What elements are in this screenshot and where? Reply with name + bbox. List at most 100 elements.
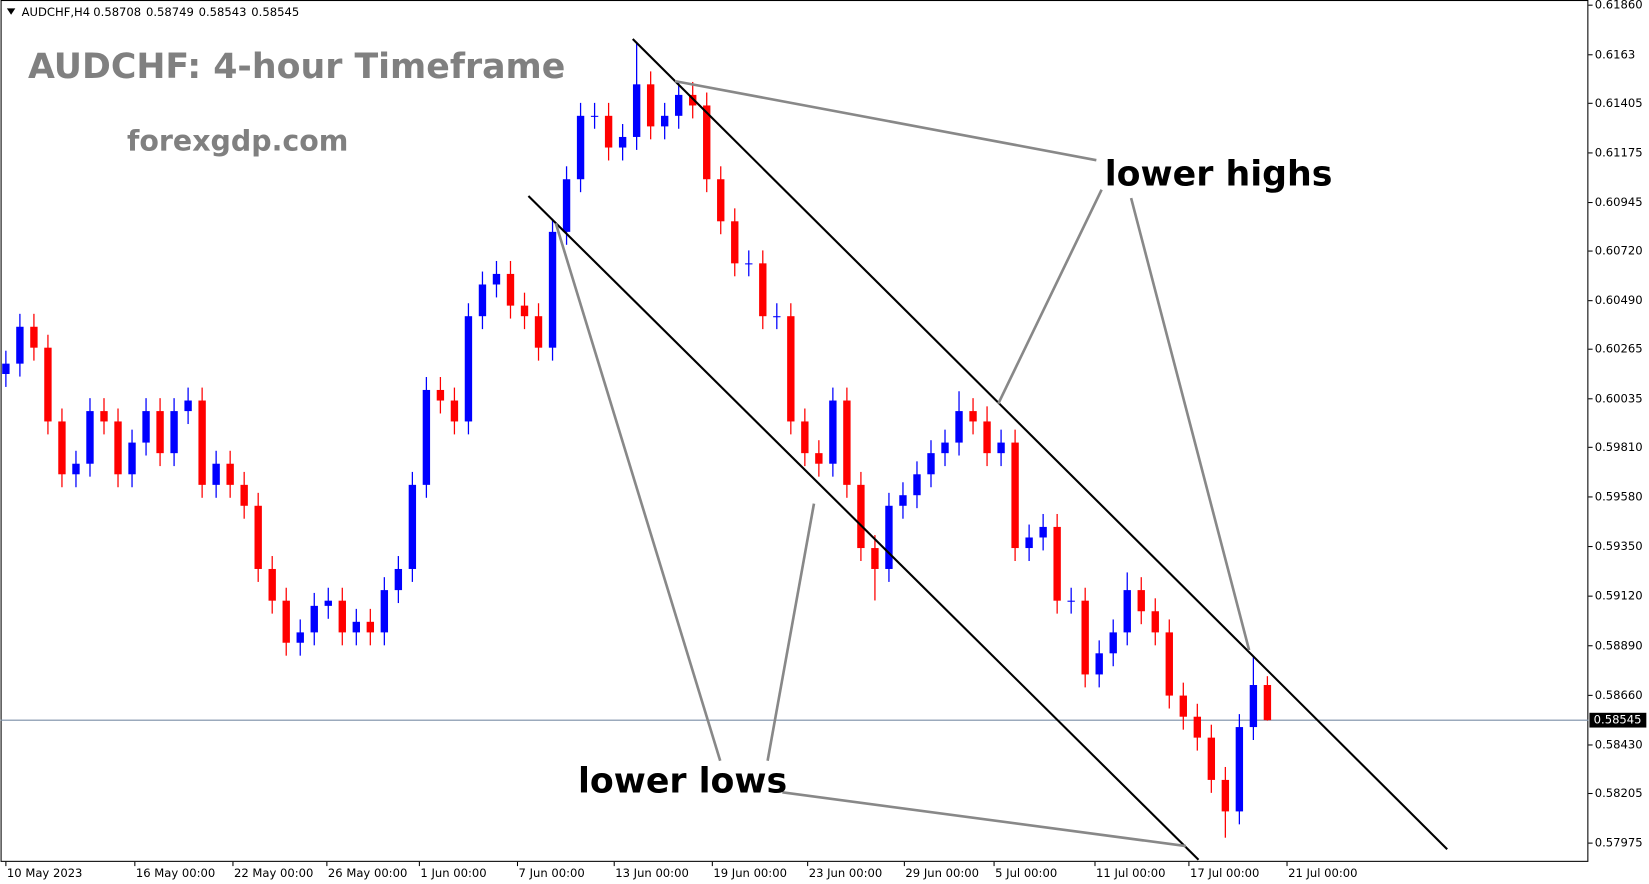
x-tick-label: 5 Jul 00:00	[995, 866, 1057, 880]
header-low: 0.58543	[199, 5, 247, 19]
candle-body	[843, 400, 851, 485]
y-tick-label: 0.60490	[1595, 293, 1643, 307]
candle-body	[1193, 716, 1202, 738]
x-tick-label: 22 May 00:00	[234, 866, 313, 880]
candle-body	[72, 463, 80, 475]
y-tick-label: 0.58660	[1595, 688, 1643, 702]
x-tick-label: 17 Jul 00:00	[1190, 866, 1259, 880]
candle-body	[1025, 537, 1033, 549]
candle-body	[927, 453, 935, 475]
pointer	[1129, 197, 1251, 651]
candle-body	[520, 305, 529, 317]
annotation: lower highs	[1105, 154, 1333, 194]
y-tick-label: 0.58430	[1595, 737, 1643, 751]
header-open: 0.58708	[93, 5, 141, 19]
candle-body	[254, 505, 262, 569]
y-tick-label: 0.59580	[1595, 489, 1643, 503]
candle-body	[1137, 590, 1145, 612]
y-tick-label: 0.61860	[1595, 0, 1643, 12]
candle-body	[30, 326, 38, 348]
candle-body	[745, 263, 753, 265]
candle-body	[759, 263, 767, 317]
x-tick-label: 23 Jun 00:00	[809, 866, 883, 880]
pointer	[766, 503, 816, 761]
annotation: lower lows	[578, 761, 787, 801]
candle-body	[142, 411, 150, 443]
candle-body	[128, 442, 136, 475]
y-tick-label: 0.60035	[1595, 391, 1643, 405]
candle-body	[198, 400, 206, 485]
candle-body	[450, 400, 459, 422]
candle-body	[941, 442, 949, 454]
candle-body	[1151, 611, 1159, 633]
candle-body	[1235, 727, 1244, 812]
candle-body	[478, 284, 487, 317]
candle-body	[969, 411, 977, 422]
x-tick-label: 10 May 2023	[7, 866, 83, 880]
x-tick-label: 21 Jul 00:00	[1288, 866, 1357, 880]
candle-body	[1081, 600, 1089, 675]
x-tick-label: 29 Jun 00:00	[905, 866, 979, 880]
candle-body	[226, 463, 234, 485]
y-tick-label: 0.59350	[1595, 539, 1643, 553]
header-close: 0.58545	[251, 5, 299, 19]
candle-body	[632, 84, 641, 137]
candle-body	[1221, 779, 1230, 812]
candle-body	[1067, 600, 1075, 602]
candle-body	[534, 316, 543, 348]
candle-body	[773, 316, 781, 318]
candle-body	[703, 105, 711, 180]
chart-subtitle: forexgdp.com	[127, 125, 348, 158]
candle-body	[100, 411, 108, 422]
candle-body	[1039, 526, 1047, 538]
candle-body	[366, 621, 375, 633]
candle-body	[436, 389, 445, 401]
x-tick-label: 1 Jun 00:00	[420, 866, 486, 880]
y-tick-label: 0.61405	[1595, 96, 1643, 110]
y-tick-label: 0.57975	[1595, 836, 1643, 850]
candle-body	[801, 421, 809, 454]
annotation-pointers	[554, 79, 1251, 848]
candle-body	[156, 411, 164, 454]
y-tick-label: 0.58205	[1595, 786, 1643, 800]
candle-body	[506, 273, 515, 306]
price-tag-label: 0.58545	[1594, 713, 1642, 727]
candle-body	[562, 179, 571, 232]
candle-body	[646, 84, 655, 127]
candle-body	[1263, 685, 1272, 721]
y-tick-label: 0.60945	[1595, 195, 1643, 209]
x-tick-label: 16 May 00:00	[136, 866, 215, 880]
candle-body	[464, 316, 473, 422]
price-tag	[1589, 712, 1647, 728]
candle-body	[296, 632, 304, 643]
candle-body	[380, 590, 389, 633]
candle-body	[114, 421, 122, 475]
candle-body	[58, 421, 66, 475]
candle-body	[408, 484, 417, 569]
channel-lower	[527, 195, 1200, 861]
y-tick-label: 0.59120	[1595, 589, 1643, 603]
y-tick-label: 0.60720	[1595, 244, 1643, 258]
candle-body	[324, 600, 332, 606]
plot-frame	[0, 0, 1589, 862]
candle-body	[590, 115, 599, 117]
candle-body	[184, 400, 192, 412]
candle-body	[787, 316, 795, 422]
chart-title: AUDCHF: 4-hour Timeframe	[28, 47, 565, 87]
y-tick-label: 0.61175	[1595, 145, 1643, 159]
candle-body	[2, 363, 10, 374]
candle-body	[240, 484, 248, 506]
candle-body	[492, 273, 501, 285]
candle-body	[899, 495, 907, 506]
candle-body	[815, 453, 823, 464]
candle-body	[170, 411, 178, 454]
candle-body	[618, 136, 627, 148]
candle-body	[1179, 695, 1187, 717]
candle-body	[86, 411, 94, 464]
candle-body	[983, 421, 991, 454]
candle-body	[717, 179, 725, 222]
x-tick-label: 11 Jul 00:00	[1096, 866, 1165, 880]
pointer	[554, 222, 722, 762]
candle-body	[1053, 526, 1061, 601]
